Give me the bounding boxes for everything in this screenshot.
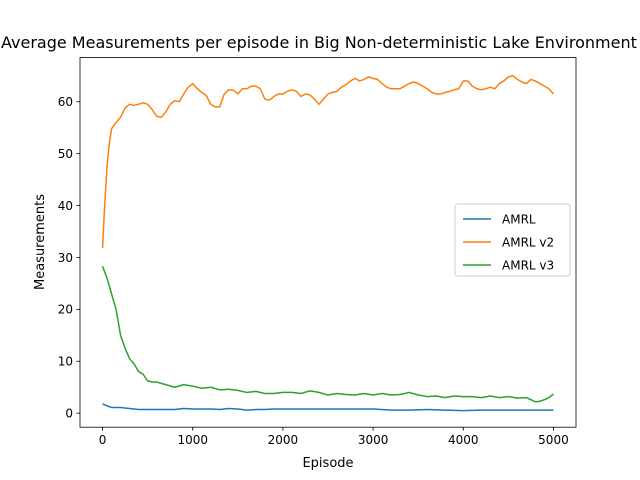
x-ticks: 0 1000 2000 3000 4000 5000 <box>99 427 569 447</box>
series-line-3 <box>101 266 554 403</box>
x-tick-label: 5000 <box>538 433 569 447</box>
chart-title: Average Measurements per episode in Big … <box>1 33 637 52</box>
legend-label-3: AMRL v3 <box>502 259 554 273</box>
y-ticks: 0 10 20 30 40 50 60 <box>58 95 80 420</box>
x-axis-label: Episode <box>302 456 353 471</box>
x-tick-label: 1000 <box>177 433 208 447</box>
legend-label-1: AMRL <box>502 213 536 227</box>
y-tick-label: 20 <box>58 303 73 317</box>
y-tick-label: 60 <box>58 95 73 109</box>
series-line-2 <box>101 75 555 249</box>
y-tick-label: 50 <box>58 147 73 161</box>
y-tick-label: 0 <box>65 406 73 420</box>
plot-series <box>101 75 555 412</box>
legend-label-2: AMRL v2 <box>502 236 554 250</box>
x-tick-label: 0 <box>99 433 107 447</box>
series-line-1 <box>102 403 554 412</box>
x-tick-label: 2000 <box>268 433 299 447</box>
x-tick-label: 4000 <box>448 433 479 447</box>
legend: AMRL AMRL v2 AMRL v3 <box>454 203 571 277</box>
y-tick-label: 30 <box>58 251 73 265</box>
axes-frame <box>79 57 577 428</box>
y-tick-label: 40 <box>58 199 73 213</box>
y-axis-label: Measurements <box>33 194 48 290</box>
y-tick-label: 10 <box>58 355 73 369</box>
x-tick-label: 3000 <box>358 433 389 447</box>
legend-box <box>454 203 571 277</box>
